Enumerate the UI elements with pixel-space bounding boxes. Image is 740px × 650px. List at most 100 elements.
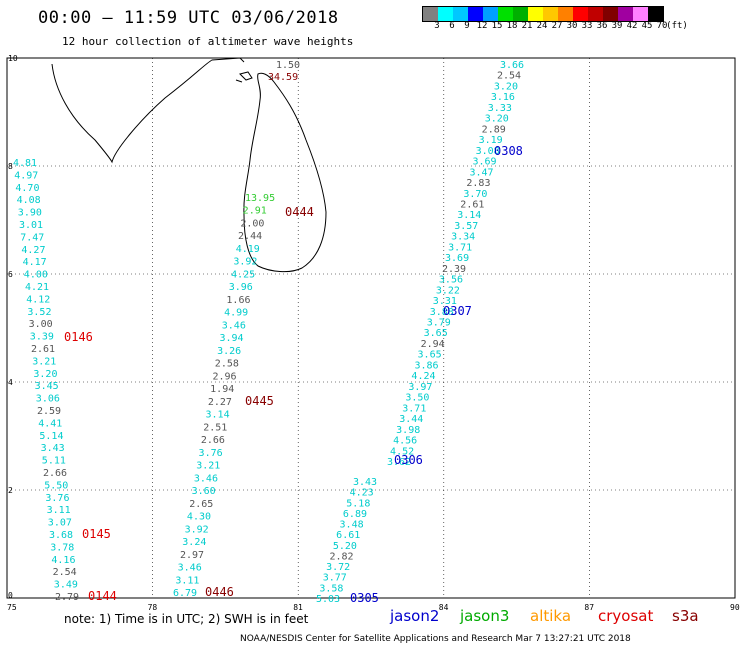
wave-height-value: 1.94: [210, 384, 234, 395]
longitude-label: 87: [584, 603, 594, 612]
wave-height-value: 3.96: [229, 282, 253, 293]
wave-height-value: 2.79: [55, 592, 79, 603]
legend-swatch: [483, 7, 498, 21]
wave-height-value: 3.48: [340, 520, 364, 531]
wave-height-value: 7.47: [20, 232, 44, 243]
wave-height-value: 2.83: [466, 178, 490, 189]
legend-label: 30: [566, 21, 578, 31]
wave-height-value: 4.23: [350, 488, 374, 499]
wave-height-value: 3.49: [54, 580, 78, 591]
wave-height-value: 3.14: [457, 210, 481, 221]
wave-height-value: 4.30: [187, 512, 211, 523]
wave-height-value: 3.69: [445, 253, 469, 264]
legend-swatch: [603, 7, 618, 21]
pass-time-label: 0308: [494, 144, 523, 158]
wave-height-value: 3.56: [439, 275, 463, 286]
legend-swatch: [573, 7, 588, 21]
wave-height-value: 3.52: [27, 307, 51, 318]
longitude-label: 78: [148, 603, 158, 612]
longitude-label: 75: [7, 603, 17, 612]
latitude-label: 8: [8, 162, 13, 171]
wave-height-value: 3.46: [178, 563, 202, 574]
wave-height-value: 3.65: [418, 350, 442, 361]
legend-label: 36: [596, 21, 608, 31]
color-legend-bar: [422, 6, 664, 22]
wave-height-value: 2.58: [215, 359, 239, 370]
latitude-label: 0: [8, 591, 13, 600]
legend-label: 6: [449, 21, 455, 31]
wave-height-value: 3.19: [479, 135, 503, 146]
wave-height-value: 2.66: [43, 468, 67, 479]
wave-height-value: 2.51: [203, 422, 227, 433]
wave-height-observations: 4.814.97 4.704.08 3.903.017.47 4.274.17 4.00…: [13, 60, 524, 605]
wave-height-value: 5.20: [333, 541, 357, 552]
wave-height-value: 4.08: [17, 195, 41, 206]
wave-height-value: 3.66: [500, 60, 524, 71]
wave-height-value: 3.01: [19, 220, 43, 231]
wave-height-value: 2.54: [53, 567, 77, 578]
legend-swatch: [618, 7, 633, 21]
wave-height-value: 5.14: [39, 431, 63, 442]
wave-height-value: 3.33: [488, 103, 512, 114]
wave-height-value: 3.26: [217, 346, 241, 357]
wave-height-value: 3.21: [196, 461, 220, 472]
footer-note: note: 1) Time is in UTC; 2) SWH is in fe…: [64, 612, 309, 626]
latitude-label: 10: [8, 54, 18, 63]
chart-subtitle: 12 hour collection of altimeter wave hei…: [62, 35, 354, 48]
lat-lon-grid: [6, 57, 736, 599]
pass-time-label: 0446: [205, 585, 234, 599]
legend-swatch: [528, 7, 543, 21]
wave-height-value: 4.81: [13, 158, 37, 169]
wave-height-value: 3.24: [182, 537, 206, 548]
longitude-label: 90: [730, 603, 740, 612]
wave-height-value: 3.71: [448, 242, 472, 253]
legend-label: 45: [641, 21, 653, 31]
pass-time-label: 0146: [64, 330, 93, 344]
legend-swatch: [498, 7, 513, 21]
wave-height-value: 6.89: [343, 509, 367, 520]
legend-label: 9: [464, 21, 470, 31]
wave-height-value: 3.39: [30, 332, 54, 343]
wave-height-value: 2.44: [238, 231, 262, 242]
wave-height-value: 3.58: [319, 583, 343, 594]
wave-height-value: 2.96: [212, 371, 236, 382]
wave-height-value: 3.94: [219, 333, 243, 344]
wave-height-value: 1.66: [226, 295, 250, 306]
wave-height-value: 2.89: [482, 124, 506, 135]
wave-height-value: 3.11: [175, 575, 199, 586]
wave-height-value: 3.31: [433, 296, 457, 307]
legend-label: 21: [521, 21, 533, 31]
legend-label: 39: [611, 21, 623, 31]
wave-height-value: 4.41: [38, 418, 62, 429]
pass-time-label: 0305: [350, 591, 379, 605]
pass-time-labels: 0146 0145 0144 0444 0445 0446 0308 0307 0306 0305: [64, 144, 523, 605]
legend-swatch: [633, 7, 648, 21]
wave-height-value: 3.68: [49, 530, 73, 541]
wave-height-value: 6.79: [173, 588, 197, 599]
pass-time-label: 0145: [82, 527, 111, 541]
wave-height-value: 4.25: [231, 269, 255, 280]
wave-height-value: 3.44: [399, 414, 423, 425]
wave-height-value: 2.65: [189, 499, 213, 510]
wave-height-value: 4.16: [51, 555, 75, 566]
wave-height-value: 4.99: [224, 308, 248, 319]
color-legend-labels: 3 6 9 12 15 18 21 24 27 30 33 36 39 42 45 70 (ft): [422, 21, 740, 33]
wave-height-value: 5.11: [42, 456, 66, 467]
wave-height-value: 3.20: [494, 81, 518, 92]
legend-swatch: [438, 7, 453, 21]
wave-height-value: 4.21: [25, 282, 49, 293]
pass-time-label: 0144: [88, 589, 117, 603]
wave-height-value: 5.18: [346, 498, 370, 509]
map-frame: [6, 57, 736, 599]
legend-swatch: [588, 7, 603, 21]
legend-swatch: [558, 7, 573, 21]
wave-height-value: 3.77: [323, 573, 347, 584]
wave-height-value: 3.46: [194, 473, 218, 484]
wave-height-value: 3.65: [424, 328, 448, 339]
wave-height-value: 3.72: [326, 562, 350, 573]
wave-height-value: 3.43: [41, 443, 65, 454]
wave-height-value: 3.06: [36, 394, 60, 405]
pass-time-label: 0307: [443, 304, 472, 318]
wave-height-value: 3.71: [402, 403, 426, 414]
